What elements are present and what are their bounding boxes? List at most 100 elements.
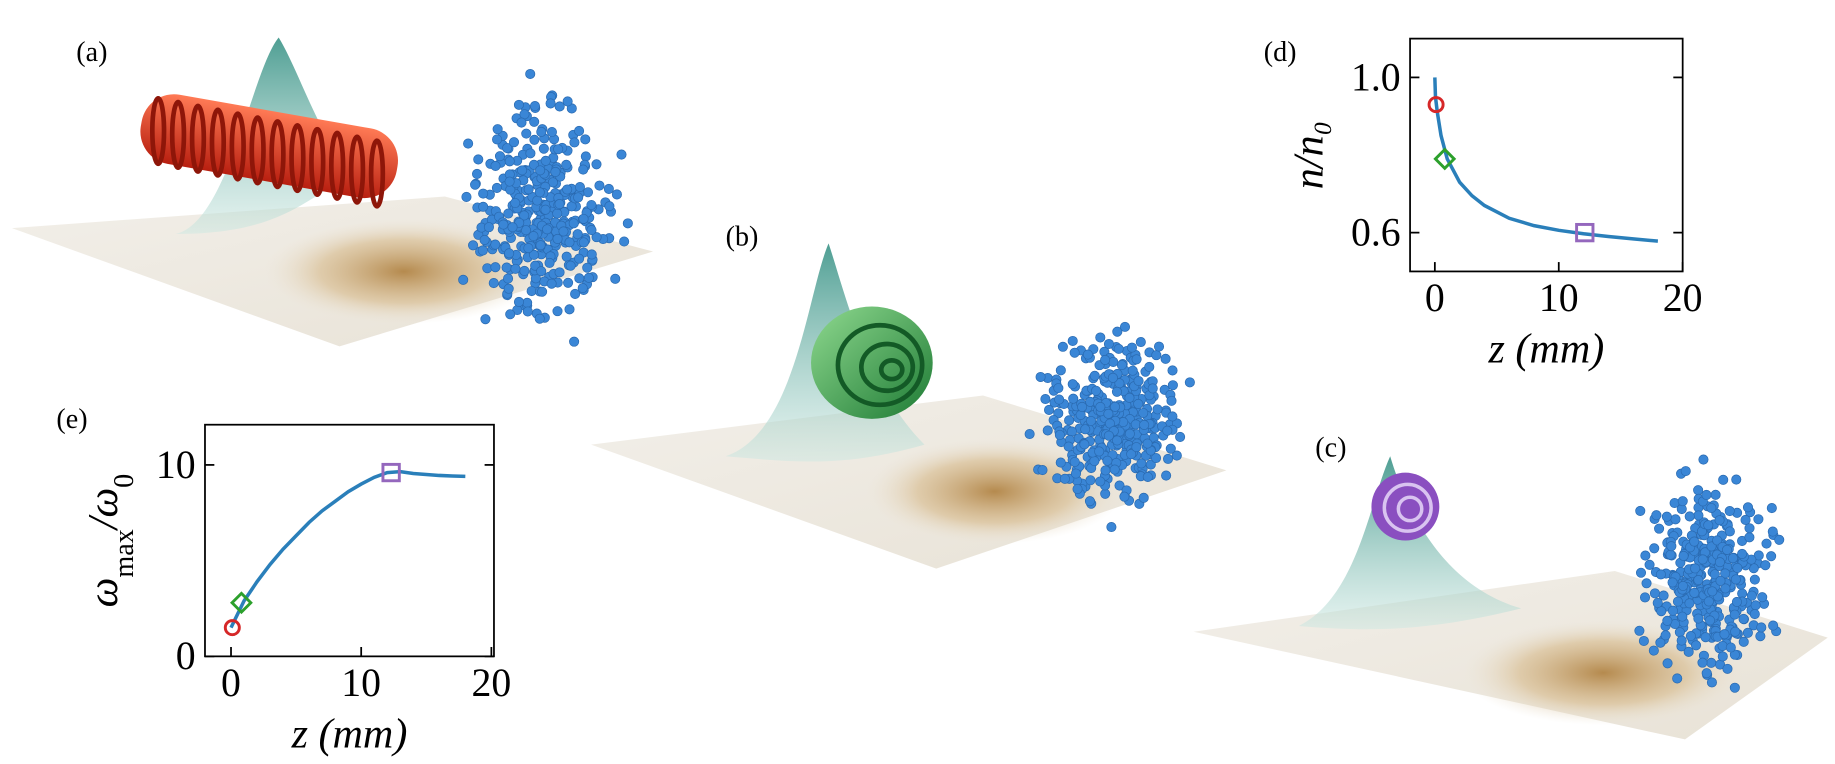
particle <box>1745 524 1754 533</box>
particle <box>574 254 583 263</box>
particle <box>1691 641 1700 650</box>
particle <box>555 102 564 111</box>
x-tick-label: 20 <box>471 661 511 705</box>
particle <box>1756 632 1765 641</box>
particle <box>1650 544 1659 553</box>
particle <box>1698 658 1707 667</box>
particle <box>533 196 542 205</box>
particle <box>547 279 556 288</box>
particle <box>587 200 596 209</box>
particle <box>535 166 544 175</box>
particle <box>1096 333 1105 342</box>
particle <box>553 234 562 243</box>
particle <box>1168 381 1177 390</box>
particle <box>1112 387 1121 396</box>
particle <box>1635 626 1644 635</box>
y-axis-label-part: /ω <box>80 488 127 531</box>
particle <box>1762 539 1771 548</box>
particle <box>1715 516 1724 525</box>
y-axis-label: ωmax/ω0 <box>80 474 139 608</box>
particle <box>1143 472 1152 481</box>
y-tick-label: 0.6 <box>1351 211 1401 255</box>
particle <box>578 283 587 292</box>
particle <box>1663 616 1672 625</box>
particle <box>1767 503 1776 512</box>
particle <box>555 268 564 277</box>
x-tick-label: 10 <box>341 661 381 705</box>
particle <box>1060 474 1069 483</box>
particle <box>1668 578 1677 587</box>
particle <box>587 250 596 259</box>
line-series <box>231 472 465 628</box>
particle <box>526 149 535 158</box>
particle <box>1154 342 1163 351</box>
particle <box>1694 575 1703 584</box>
particle <box>1673 674 1682 683</box>
y-axis-label: n/n₀ <box>1285 121 1332 189</box>
particle <box>1139 408 1148 417</box>
particle <box>502 263 511 272</box>
particle <box>1090 371 1099 380</box>
particle <box>517 166 526 175</box>
particle <box>1058 342 1067 351</box>
panel-c-render <box>1194 456 1828 739</box>
particle <box>517 118 526 127</box>
particle <box>524 185 533 194</box>
particle <box>1745 533 1754 542</box>
particle <box>1127 343 1136 352</box>
particle <box>1636 568 1645 577</box>
particle <box>1069 394 1078 403</box>
panel-label: (a) <box>76 37 107 68</box>
particle <box>1715 557 1724 566</box>
particle <box>1716 576 1725 585</box>
particle <box>1071 469 1080 478</box>
particle <box>553 209 562 218</box>
particle <box>478 189 487 198</box>
particle <box>1667 542 1676 551</box>
particle <box>595 181 604 190</box>
particle <box>1132 442 1141 451</box>
particle <box>1131 420 1140 429</box>
particle <box>535 188 544 197</box>
particle <box>1678 496 1687 505</box>
particle <box>1677 636 1686 645</box>
particle <box>1739 637 1748 646</box>
particle <box>546 99 555 108</box>
x-tick-label: 10 <box>1539 276 1579 320</box>
particle <box>542 225 551 234</box>
particle <box>1730 610 1739 619</box>
particle <box>1733 563 1742 572</box>
particle <box>612 190 621 199</box>
particle <box>1711 490 1720 499</box>
particle <box>1134 376 1143 385</box>
particle <box>1139 493 1148 502</box>
particle <box>1694 614 1703 623</box>
particle <box>495 151 504 160</box>
particle <box>1036 372 1045 381</box>
particle <box>1100 355 1109 364</box>
particle <box>1723 664 1732 673</box>
particle <box>1668 606 1677 615</box>
particle <box>537 127 546 136</box>
particle <box>526 69 535 78</box>
panel-label: (e) <box>56 404 87 435</box>
particle <box>1086 476 1095 485</box>
particle <box>1708 587 1717 596</box>
particle <box>565 238 574 247</box>
particle <box>1145 362 1154 371</box>
particle <box>474 155 483 164</box>
particle <box>1702 490 1711 499</box>
particle <box>1761 560 1770 569</box>
particle <box>472 169 481 178</box>
particle <box>1731 575 1740 584</box>
particle <box>1694 511 1703 520</box>
x-tick-label: 20 <box>1663 276 1703 320</box>
particle <box>523 307 532 316</box>
particle <box>1747 591 1756 600</box>
particle <box>1185 378 1194 387</box>
particle <box>1758 592 1767 601</box>
particle <box>491 161 500 170</box>
particle <box>1168 366 1177 375</box>
particle <box>1707 503 1716 512</box>
particle <box>541 156 550 165</box>
